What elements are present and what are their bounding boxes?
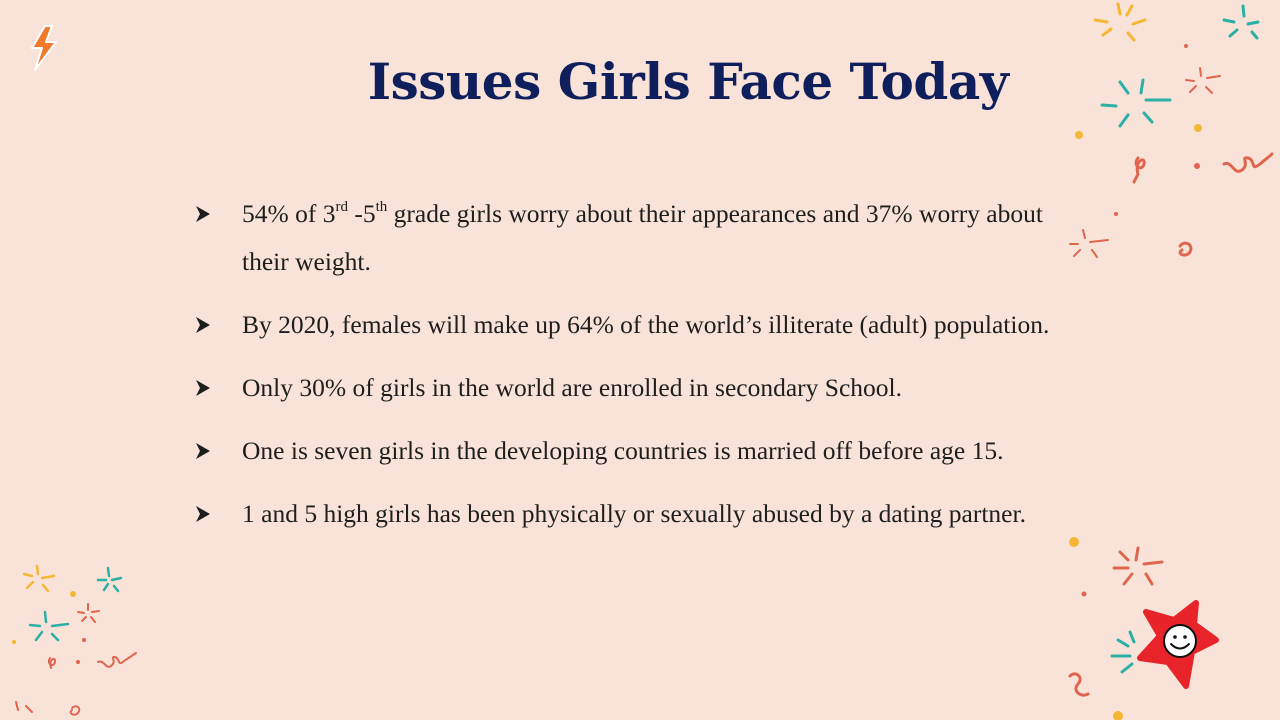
arrow-bullet-icon (196, 206, 210, 222)
bullet-item: One is seven girls in the developing cou… (194, 427, 1094, 475)
confetti-bottom-left (15, 564, 137, 716)
arrow-bullet-icon (196, 380, 210, 396)
arrow-bullet-icon (196, 443, 210, 459)
bullet-item: 1 and 5 high girls has been physically o… (194, 490, 1094, 538)
confetti-top-right (1069, 2, 1274, 258)
bullet-text: Only 30% of girls in the world are enrol… (242, 373, 903, 402)
slide-title: Issues Girls Face Today (367, 52, 1009, 111)
bullet-item: Only 30% of girls in the world are enrol… (194, 364, 1094, 412)
bullet-text: By 2020, females will make up 64% of the… (242, 310, 1050, 339)
lightning-icon (31, 25, 57, 71)
smiling-star-icon (1137, 600, 1219, 689)
arrow-bullet-icon (196, 317, 210, 333)
bullet-text: 54% of 3rd -5th grade girls worry about … (242, 198, 1043, 276)
bullet-item: By 2020, females will make up 64% of the… (194, 301, 1094, 349)
arrow-bullet-icon (196, 506, 210, 522)
bullet-item: 54% of 3rd -5th grade girls worry about … (194, 190, 1094, 286)
confetti-bottom-right (1068, 546, 1164, 697)
bullet-list: 54% of 3rd -5th grade girls worry about … (194, 190, 1094, 553)
bullet-text: One is seven girls in the developing cou… (242, 436, 1004, 465)
bullet-text: 1 and 5 high girls has been physically o… (242, 499, 1026, 528)
